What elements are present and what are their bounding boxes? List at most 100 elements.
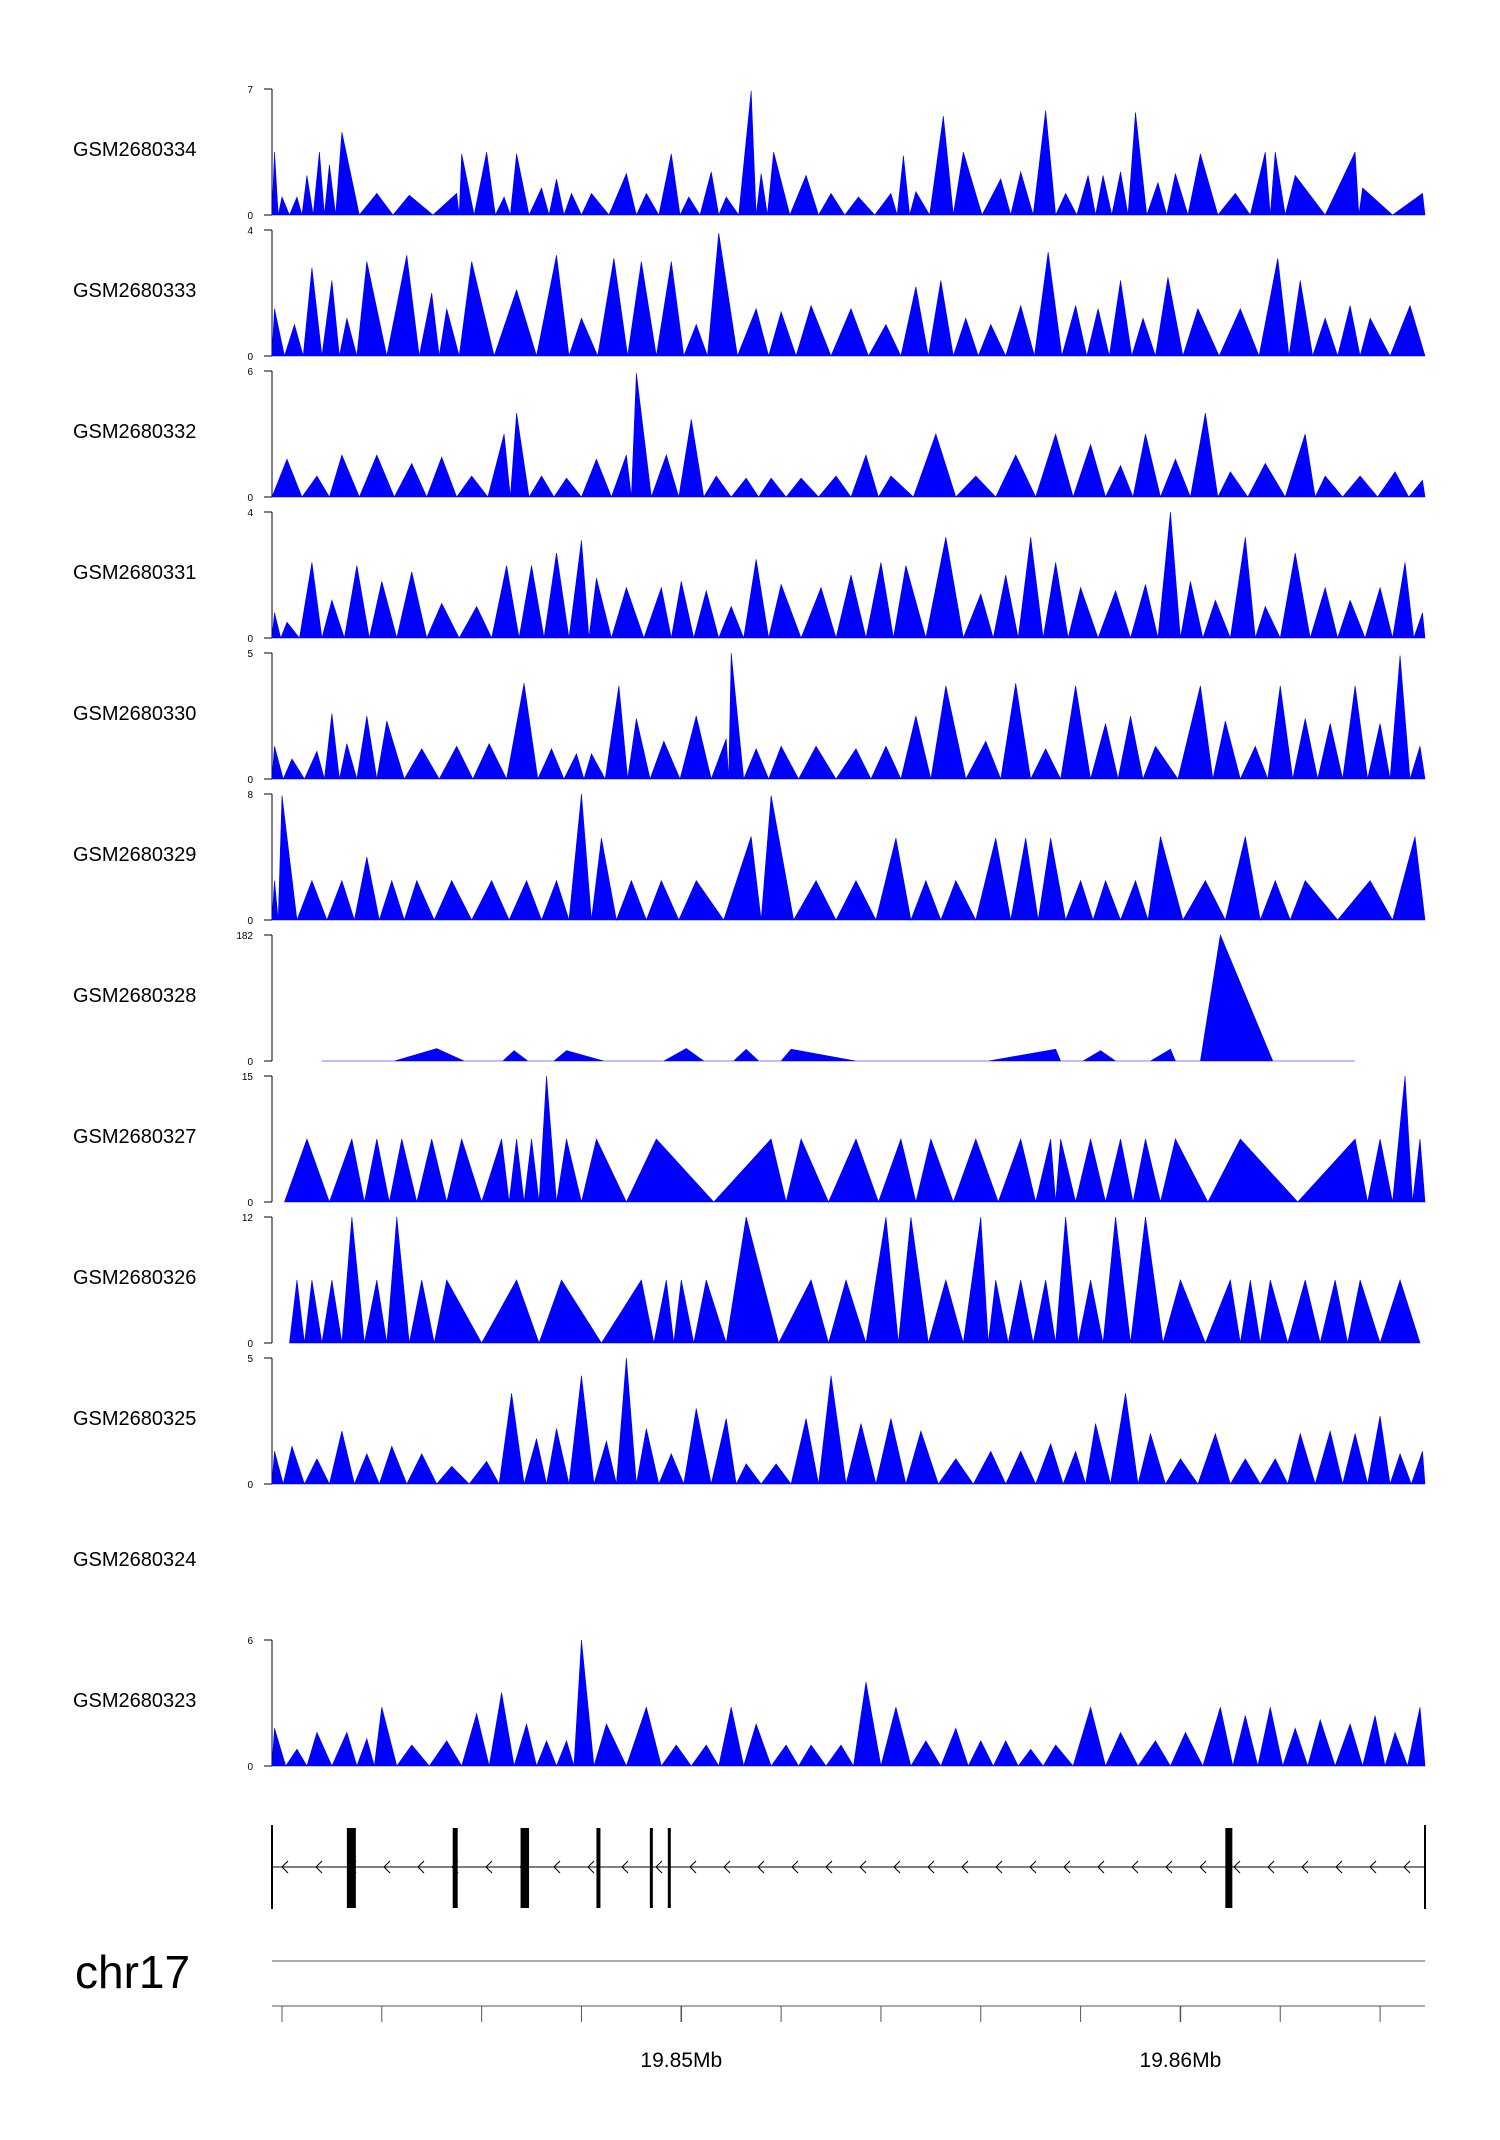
genome-axis: chr17 19.85Mb 19.86Mb [75, 1946, 1425, 2072]
y-tick-label: 182 [236, 931, 253, 942]
strand-arrow [689, 1860, 697, 1874]
track-label: GSM2680328 [73, 985, 196, 1007]
track-GSM2680328: GSM2680328 0 182 [73, 931, 1356, 1068]
coverage-area [271, 1357, 1426, 1486]
y-tick-label: 4 [247, 508, 253, 519]
strand-arrow [1335, 1860, 1343, 1874]
y-tick-label: 6 [247, 1636, 253, 1647]
y-tick-label: 0 [247, 352, 253, 363]
track-label: GSM2680333 [73, 280, 196, 302]
strand-arrow [383, 1860, 391, 1874]
y-tick-label: 0 [247, 775, 253, 786]
exon [452, 1828, 458, 1908]
exon [596, 1828, 601, 1908]
coverage-area [271, 652, 1426, 781]
strand-arrow [1165, 1860, 1173, 1874]
strand-arrow [1369, 1860, 1377, 1874]
track-GSM2680329: GSM2680329 0 8 [73, 790, 1426, 927]
coverage-area [271, 511, 1426, 640]
chromosome-label: chr17 [75, 1946, 190, 1998]
exon [1225, 1828, 1233, 1908]
track-label: GSM2680332 [73, 421, 196, 443]
y-tick-label: 0 [247, 634, 253, 645]
track-label: GSM2680331 [73, 562, 196, 584]
track-GSM2680326: GSM2680326 0 12 [73, 1213, 1421, 1350]
track-label: GSM2680329 [73, 844, 196, 866]
track-label: GSM2680324 [73, 1549, 196, 1571]
track-GSM2680331: GSM2680331 0 4 [73, 508, 1426, 645]
y-tick-label: 0 [247, 493, 253, 504]
exon [667, 1828, 671, 1908]
y-tick-label: 0 [247, 1762, 253, 1773]
exon [520, 1828, 530, 1908]
track-label: GSM2680323 [73, 1690, 196, 1712]
strand-arrow [995, 1860, 1003, 1874]
strand-arrow [859, 1860, 867, 1874]
strand-arrow [1131, 1860, 1139, 1874]
strand-arrow [825, 1860, 833, 1874]
track-GSM2680325: GSM2680325 0 5 [73, 1354, 1426, 1491]
strand-arrow [1199, 1860, 1207, 1874]
exon [649, 1828, 653, 1908]
strand-arrow [281, 1860, 289, 1874]
coverage-area [271, 373, 1426, 499]
strand-arrow [1403, 1860, 1411, 1874]
strand-arrow [315, 1860, 323, 1874]
y-tick-label: 12 [242, 1213, 254, 1224]
track-label: GSM2680326 [73, 1267, 196, 1289]
coverage-area [271, 1639, 1426, 1768]
track-GSM2680324: GSM2680324 [73, 1549, 196, 1571]
strand-arrow [1233, 1860, 1241, 1874]
track-GSM2680334: GSM2680334 0 7 [73, 85, 1426, 222]
coverage-area [271, 90, 1426, 217]
exon [346, 1828, 356, 1908]
strand-arrow [893, 1860, 901, 1874]
strand-arrow [553, 1860, 561, 1874]
strand-arrow [961, 1860, 969, 1874]
gene-model-track [271, 1825, 1426, 1909]
strand-arrow [485, 1860, 493, 1874]
coverage-area [271, 793, 1426, 922]
x-tick-label: 19.85Mb [640, 2049, 722, 2072]
y-tick-label: 0 [247, 1198, 253, 1209]
coverage-area [289, 1216, 1421, 1345]
strand-arrow [587, 1860, 595, 1874]
strand-arrow [417, 1860, 425, 1874]
x-tick-label: 19.86Mb [1140, 2049, 1222, 2072]
strand-arrow [655, 1860, 663, 1874]
y-tick-label: 6 [247, 367, 253, 378]
y-tick-label: 5 [247, 1354, 253, 1365]
y-tick-label: 0 [247, 1339, 253, 1350]
coverage-area [284, 1075, 1426, 1203]
y-tick-label: 7 [247, 85, 253, 96]
track-GSM2680333: GSM2680333 0 4 [73, 226, 1426, 363]
strand-arrow [723, 1860, 731, 1874]
strand-arrow [791, 1860, 799, 1874]
strand-arrow [1063, 1860, 1071, 1874]
strand-arrow [1301, 1860, 1309, 1874]
track-GSM2680330: GSM2680330 0 5 [73, 649, 1426, 786]
track-GSM2680332: GSM2680332 0 6 [73, 367, 1426, 504]
data-tracks: GSM268033407GSM268033304GSM268033206GSM2… [73, 85, 1426, 1773]
strand-arrow [1097, 1860, 1105, 1874]
track-GSM2680327: GSM2680327 0 15 [73, 1072, 1426, 1209]
strand-arrow [621, 1860, 629, 1874]
coverage-area [321, 933, 1356, 1062]
strand-arrow [757, 1860, 765, 1874]
y-tick-label: 15 [242, 1072, 254, 1083]
y-tick-label: 0 [247, 1057, 253, 1068]
track-GSM2680323: GSM2680323 0 6 [73, 1636, 1426, 1773]
y-tick-label: 5 [247, 649, 253, 660]
track-label: GSM2680327 [73, 1126, 196, 1148]
y-tick-label: 4 [247, 226, 253, 237]
y-tick-label: 8 [247, 790, 253, 801]
coverage-area [271, 233, 1426, 358]
y-tick-label: 0 [247, 1480, 253, 1491]
track-label: GSM2680330 [73, 703, 196, 725]
y-tick-label: 0 [247, 916, 253, 927]
strand-arrow [1029, 1860, 1037, 1874]
track-label: GSM2680325 [73, 1408, 196, 1430]
strand-arrow [1267, 1860, 1275, 1874]
track-label: GSM2680334 [73, 139, 196, 161]
